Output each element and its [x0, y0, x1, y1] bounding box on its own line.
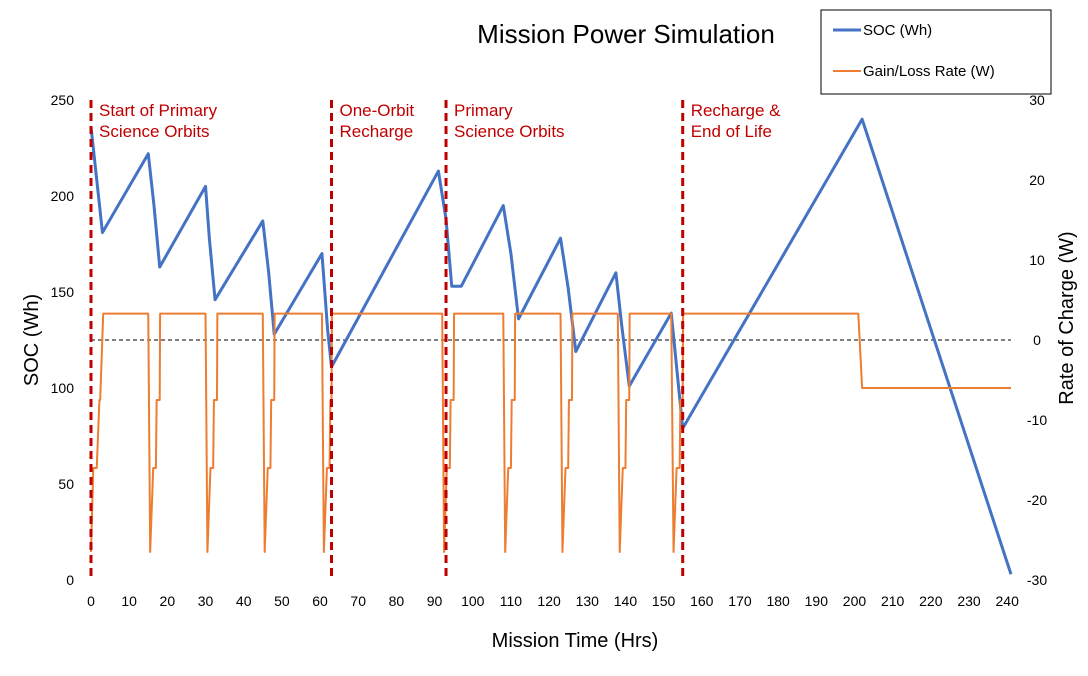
- x-tick-label: 190: [805, 593, 829, 609]
- x-tick-label: 0: [87, 593, 95, 609]
- x-tick-label: 90: [427, 593, 443, 609]
- x-tick-label: 110: [500, 593, 523, 609]
- x-tick-label: 80: [389, 593, 405, 609]
- phase-layer: Start of Primary Science Orbits One-Orbit R…: [89, 100, 781, 580]
- legend-rate-label: Gain/Loss Rate (W): [863, 63, 995, 80]
- phase-marker-label: Science Orbits: [454, 122, 565, 141]
- y2-tick-label: 20: [1029, 172, 1045, 188]
- rate-series-line: [90, 312, 1011, 553]
- legend-box: [820, 9, 1052, 95]
- x-axis-label: Mission Time (Hrs): [492, 630, 659, 652]
- y-tick-label: 100: [51, 380, 75, 396]
- x-tick-label: 160: [690, 593, 714, 609]
- phase-marker-label: Recharge: [339, 122, 413, 141]
- y-axis-label: SOC (Wh): [21, 294, 43, 386]
- y2-tick-label: -10: [1027, 412, 1047, 428]
- x-tick-label: 60: [312, 593, 328, 609]
- x-tick-label: 200: [843, 593, 867, 609]
- phase-marker-label: Primary: [454, 101, 513, 120]
- x-tick-label: 130: [576, 593, 600, 609]
- x-tick-label: 50: [274, 593, 290, 609]
- x-tick-label: 180: [766, 593, 790, 609]
- x-tick-label: 230: [957, 593, 981, 609]
- tick-layer: 0 10 20 30 40 50 60 70 80 90 100 110 120 130 140 150 160…: [51, 92, 1048, 609]
- y2-tick-label: 0: [1033, 332, 1041, 348]
- phase-marker-label: Recharge &: [691, 101, 781, 120]
- x-tick-label: 140: [614, 593, 638, 609]
- y-tick-label: 250: [51, 92, 75, 108]
- legend-soc-label: SOC (Wh): [863, 22, 932, 39]
- y2-tick-label: -20: [1027, 492, 1047, 508]
- y-tick-label: 0: [66, 572, 74, 588]
- phase-marker-label: Start of Primary: [99, 101, 218, 120]
- x-tick-label: 170: [728, 593, 752, 609]
- x-tick-label: 10: [121, 593, 137, 609]
- x-tick-label: 240: [996, 593, 1020, 609]
- y-tick-label: 150: [51, 284, 75, 300]
- x-tick-label: 20: [160, 593, 176, 609]
- y2-tick-label: -30: [1027, 572, 1047, 588]
- x-tick-label: 40: [236, 593, 252, 609]
- x-tick-label: 220: [919, 593, 943, 609]
- y-tick-label: 50: [58, 476, 74, 492]
- phase-marker-label: One-Orbit: [339, 101, 414, 120]
- y-tick-label: 200: [51, 188, 75, 204]
- y2-axis-label: Rate of Charge (W): [1056, 231, 1078, 404]
- x-tick-label: 100: [461, 593, 485, 609]
- y2-tick-label: 30: [1029, 92, 1045, 108]
- y2-tick-label: 10: [1029, 252, 1045, 268]
- x-tick-label: 210: [881, 593, 905, 609]
- phase-marker-label: End of Life: [691, 122, 772, 141]
- x-tick-label: 70: [350, 593, 366, 609]
- x-tick-label: 120: [537, 593, 561, 609]
- phase-marker-label: Science Orbits: [99, 122, 210, 141]
- legend: SOC (Wh) Gain/Loss Rate (W): [820, 9, 1052, 95]
- chart-title: Mission Power Simulation: [477, 19, 775, 49]
- x-tick-label: 150: [652, 593, 676, 609]
- x-tick-label: 30: [198, 593, 214, 609]
